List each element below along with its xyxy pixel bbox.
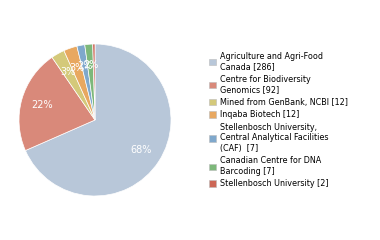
Wedge shape bbox=[93, 44, 95, 120]
Legend: Agriculture and Agri-Food
Canada [286], Centre for Biodiversity
Genomics [92], M: Agriculture and Agri-Food Canada [286], … bbox=[209, 52, 348, 188]
Wedge shape bbox=[52, 51, 95, 120]
Text: 2%: 2% bbox=[77, 61, 92, 71]
Text: 22%: 22% bbox=[32, 100, 53, 110]
Text: 3%: 3% bbox=[61, 67, 76, 77]
Wedge shape bbox=[64, 46, 95, 120]
Text: 2%: 2% bbox=[83, 60, 98, 71]
Wedge shape bbox=[77, 45, 95, 120]
Text: 3%: 3% bbox=[70, 63, 85, 73]
Wedge shape bbox=[19, 57, 95, 150]
Text: 68%: 68% bbox=[130, 145, 152, 155]
Wedge shape bbox=[85, 44, 95, 120]
Wedge shape bbox=[25, 44, 171, 196]
